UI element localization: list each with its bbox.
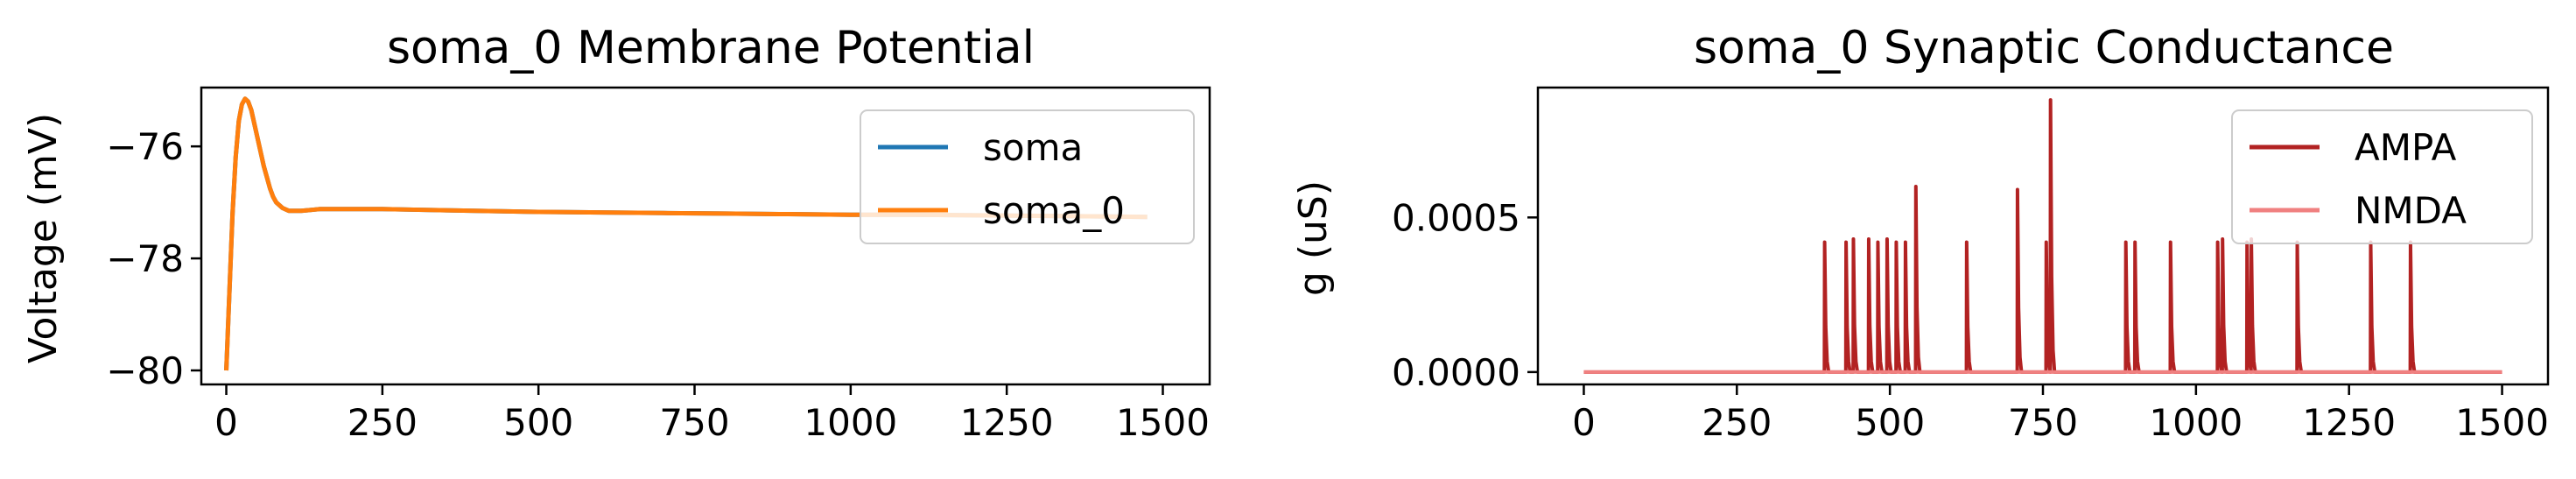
legend: soma soma_0 bbox=[860, 109, 1195, 244]
y-tick-label: −76 bbox=[106, 125, 184, 168]
series-line-soma_0 bbox=[224, 96, 1148, 371]
legend: AMPA NMDA bbox=[2231, 109, 2533, 244]
legend-label: AMPA bbox=[2355, 126, 2457, 169]
axes-ticks: 0 250 500 750 1000 1250 1500 0.0005 0.0000 bbox=[1392, 196, 2549, 444]
x-tick-label: 1000 bbox=[804, 401, 897, 444]
x-tick-label: 750 bbox=[2008, 401, 2078, 444]
legend-label: NMDA bbox=[2355, 189, 2467, 232]
y-axis-label: g (uS) bbox=[1291, 180, 1336, 296]
y-tick-label: −80 bbox=[106, 349, 184, 392]
chart-title: soma_0 Synaptic Conductance bbox=[1694, 22, 2394, 74]
x-tick-label: 250 bbox=[1702, 401, 1772, 444]
membrane-potential-chart: soma_0 Membrane Potential Voltage (mV) 0… bbox=[21, 22, 1211, 444]
synaptic-conductance-chart: soma_0 Synaptic Conductance g (uS) 0 250 5… bbox=[1291, 22, 2550, 444]
legend-label: soma_0 bbox=[983, 189, 1125, 232]
x-tick-label: 1500 bbox=[2455, 401, 2549, 444]
axes-ticks: 0 250 500 750 1000 1250 1500 −76 −78 −80 bbox=[106, 125, 1210, 444]
x-tick-label: 1500 bbox=[1116, 401, 1210, 444]
x-tick-label: 1250 bbox=[2302, 401, 2396, 444]
x-tick-label: 0 bbox=[214, 401, 238, 444]
x-tick-label: 1250 bbox=[960, 401, 1054, 444]
x-tick-label: 750 bbox=[659, 401, 729, 444]
axes-frame bbox=[200, 86, 1211, 386]
x-tick-label: 500 bbox=[503, 401, 573, 444]
x-tick-label: 500 bbox=[1855, 401, 1925, 444]
y-tick-label: −78 bbox=[106, 237, 184, 280]
legend-label: soma bbox=[983, 126, 1083, 169]
x-tick-label: 0 bbox=[1572, 401, 1596, 444]
plot-area bbox=[224, 96, 1148, 371]
y-tick-label: 0.0005 bbox=[1392, 196, 1520, 239]
y-tick-label: 0.0000 bbox=[1392, 351, 1520, 394]
chart-title: soma_0 Membrane Potential bbox=[387, 22, 1035, 74]
axes-frame bbox=[1536, 86, 2550, 386]
x-tick-label: 250 bbox=[347, 401, 418, 444]
x-tick-label: 1000 bbox=[2149, 401, 2243, 444]
y-axis-label: Voltage (mV) bbox=[21, 113, 66, 363]
